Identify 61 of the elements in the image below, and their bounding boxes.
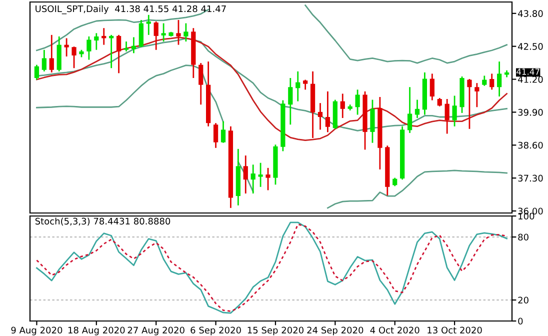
candlestick bbox=[86, 36, 92, 60]
candlestick bbox=[296, 70, 300, 102]
x-tick-label: 13 Oct 2020 bbox=[428, 326, 482, 334]
candlestick bbox=[243, 154, 248, 194]
candlestick bbox=[258, 162, 263, 188]
candlestick bbox=[474, 82, 480, 108]
candlestick bbox=[49, 34, 54, 74]
y-tick-label: 39.90 bbox=[518, 108, 543, 116]
candlestick bbox=[482, 75, 487, 87]
x-tick-label: 15 Sep 2020 bbox=[248, 326, 304, 336]
candlestick bbox=[355, 88, 360, 116]
candlestick bbox=[303, 79, 308, 90]
candlestick bbox=[490, 72, 494, 90]
candlestick bbox=[184, 22, 188, 42]
y-tick-label: 100 bbox=[518, 212, 534, 220]
candlestick bbox=[467, 78, 472, 130]
chart-title: Stoch(5,3,3) 78.4431 80.8880 bbox=[35, 218, 170, 226]
x-tick-label: 9 Aug 2020 bbox=[11, 326, 62, 336]
candlestick bbox=[138, 19, 144, 48]
candlestick bbox=[250, 164, 256, 194]
candlestick bbox=[444, 98, 450, 134]
x-tick-label: 18 Aug 2020 bbox=[68, 326, 125, 336]
candlestick bbox=[94, 32, 99, 51]
candlestick bbox=[452, 95, 457, 128]
candlestick bbox=[340, 93, 345, 119]
candlestick bbox=[497, 60, 502, 98]
text: 41.47 bbox=[516, 68, 540, 75]
candlestick bbox=[161, 22, 166, 42]
y-tick-label: 20 bbox=[518, 296, 528, 304]
candlestick bbox=[220, 120, 226, 144]
candlestick bbox=[34, 64, 40, 80]
candlestick bbox=[176, 19, 181, 46]
candlestick bbox=[266, 167, 270, 191]
y-tick-label: 43.80 bbox=[518, 10, 543, 17]
candlestick bbox=[124, 40, 129, 52]
y-tick-label: 36.00 bbox=[518, 208, 543, 215]
x-tick-label: 4 Oct 2020 bbox=[370, 326, 420, 334]
candlestick bbox=[318, 102, 323, 130]
x-tick-label: 24 Sep 2020 bbox=[307, 326, 364, 336]
candlestick bbox=[154, 20, 158, 51]
candlestick bbox=[72, 46, 76, 69]
candlestick bbox=[116, 34, 122, 74]
x-tick-label: 27 Aug 2020 bbox=[128, 326, 184, 336]
y-tick-label: 42.50 bbox=[518, 43, 543, 50]
candlestick bbox=[325, 90, 330, 133]
candlestick bbox=[288, 77, 293, 126]
candlestick bbox=[198, 62, 204, 106]
x-tick-label: 6 Sep 2020 bbox=[190, 326, 241, 336]
y-tick-label: 38.60 bbox=[518, 142, 543, 149]
candlestick bbox=[407, 86, 412, 134]
candlestick bbox=[370, 99, 375, 144]
chart-title: USOIL_SPT,Daily 41.38 41.55 41.28 41.47 bbox=[36, 5, 226, 14]
candlestick bbox=[42, 49, 46, 72]
candlestick bbox=[414, 99, 420, 119]
candlestick bbox=[430, 72, 434, 101]
candlestick bbox=[213, 122, 218, 149]
y-tick-label: 37.30 bbox=[518, 174, 543, 182]
y-tick-label: 0 bbox=[518, 318, 523, 325]
y-tick-label: 80 bbox=[518, 234, 528, 241]
candlestick bbox=[146, 14, 151, 36]
candlestick bbox=[64, 38, 69, 58]
